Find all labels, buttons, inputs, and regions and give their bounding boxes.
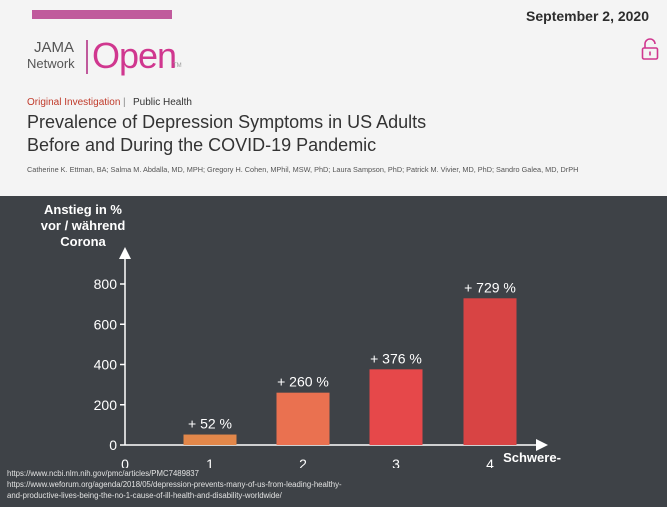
logo-jama-text: JAMA [34, 39, 75, 56]
source-links: https://www.ncbi.nlm.nih.gov/pmc/article… [7, 468, 342, 501]
bar [369, 369, 423, 445]
y-ticks: 0 200 400 600 800 [94, 276, 125, 453]
x-origin-label: 0 [121, 456, 129, 468]
x-tick-label: 1 [206, 456, 214, 468]
author-list: Catherine K. Ettman, BA; Salma M. Abdall… [27, 165, 579, 174]
source-link-3[interactable]: and-productive-lives-being-the-no-1-caus… [7, 491, 282, 500]
header-panel: September 2, 2020 JAMA Network Open TM O… [0, 0, 667, 196]
accent-bar [32, 10, 172, 19]
article-topic: Public Health [133, 97, 192, 108]
bars [183, 298, 517, 445]
y-tick-label: 0 [109, 437, 117, 453]
y-axis-label-line: vor / während [41, 218, 126, 233]
unlock-icon[interactable] [641, 38, 659, 60]
x-ticks: 0 1 2 3 4 [121, 456, 494, 468]
bar-data-label: + 260 % [277, 374, 329, 390]
x-tick-label: 4 [486, 456, 494, 468]
x-axis-label: Schwere-grad [503, 450, 561, 465]
bar [183, 434, 237, 445]
article-separator: | [123, 97, 126, 108]
paper-title-line-1: Prevalence of Depression Symptoms in US … [27, 112, 427, 132]
y-tick-label: 800 [94, 276, 118, 292]
paper-title: Prevalence of Depression Symptoms in US … [27, 111, 426, 157]
y-tick-label: 600 [94, 316, 118, 332]
logo-trademark: TM [173, 63, 182, 69]
x-axis-label-line: Schwere- [503, 450, 561, 465]
y-axis-label-line: Corona [60, 234, 106, 249]
bar-data-labels: + 52 % + 260 % + 376 % + 729 % [188, 279, 516, 431]
logo-network-text: Network [27, 56, 75, 71]
publication-date: September 2, 2020 [526, 8, 649, 24]
paper-title-line-2: Before and During the COVID-19 Pandemic [27, 135, 377, 155]
y-tick-label: 200 [94, 397, 118, 413]
source-link-2[interactable]: https://www.weforum.org/agenda/2018/05/d… [7, 480, 342, 489]
bar-data-label: + 376 % [370, 350, 422, 366]
x-tick-label: 2 [299, 456, 307, 468]
bar [463, 298, 517, 445]
y-axis-label-line: Anstieg in % [44, 202, 122, 217]
logo-open-text: Open [92, 35, 177, 76]
source-link-1[interactable]: https://www.ncbi.nlm.nih.gov/pmc/article… [7, 469, 199, 478]
y-tick-label: 400 [94, 357, 118, 373]
bar-data-label: + 52 % [188, 416, 232, 432]
x-tick-label: 3 [392, 456, 400, 468]
logo-divider [86, 40, 88, 74]
bar-data-label: + 729 % [464, 279, 516, 295]
bar [276, 392, 330, 445]
article-type: Original Investigation [27, 97, 121, 108]
